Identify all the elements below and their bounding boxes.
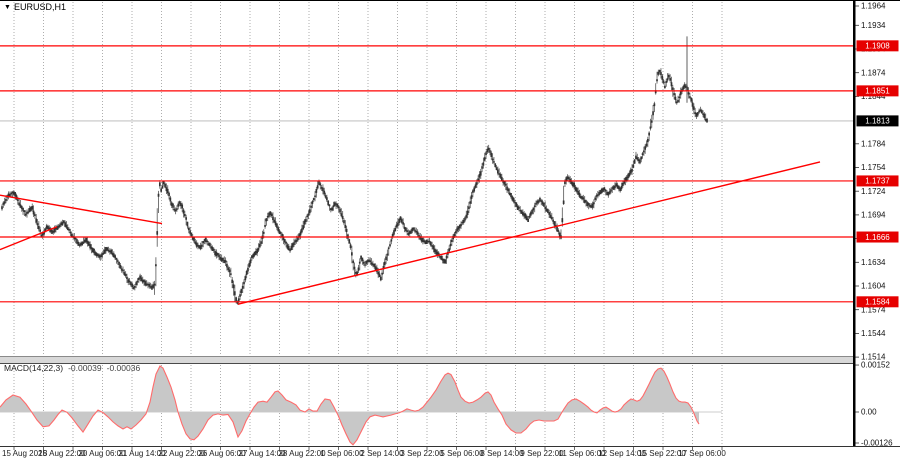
macd-histogram: [0, 366, 699, 445]
symbol-text: EURUSD,H1: [13, 2, 66, 12]
main-panel-bottom-border: [0, 356, 853, 357]
chart-dropdown-icon[interactable]: ▼: [4, 3, 11, 11]
price-tick-label: 1.1574: [861, 305, 886, 314]
macd-tick-label: 0.00152: [861, 361, 890, 370]
time-label: 8 Sep 14:00: [480, 449, 524, 458]
time-label: 1 Sep 06:00: [320, 449, 364, 458]
price-tick-label: 1.1724: [861, 187, 886, 196]
price-tick-label: 1.1874: [861, 68, 886, 77]
short-ascending-trendline[interactable]: [0, 226, 58, 251]
long-ascending-trendline[interactable]: [237, 161, 821, 305]
indicator-signal-value: -0.00036: [106, 363, 141, 373]
price-axis-border: [853, 0, 856, 446]
time-label: 28 Aug 22:00: [278, 449, 326, 458]
time-label: 5 Sep 06:00: [440, 449, 484, 458]
macd-panel-top-border: [0, 363, 853, 364]
panel-divider[interactable]: [0, 357, 853, 363]
time-label: 26 Aug 06:00: [198, 449, 246, 458]
indicator-main-value: -0.00039: [68, 363, 102, 373]
macd-tick-label: -0.00126: [861, 439, 893, 448]
price-tick-label: 1.1634: [861, 258, 886, 267]
candlesticks-wicks: [1, 68, 708, 305]
time-label: 17 Sep 06:00: [678, 449, 726, 458]
time-label: 9 Sep 22:00: [520, 449, 564, 458]
price-level-badge-text: 1.1851: [865, 87, 890, 96]
price-level-badge-text: 1.1908: [865, 42, 890, 51]
price-tick-label: 1.1754: [861, 163, 886, 172]
price-level-badge: [856, 40, 899, 52]
price-level-badge-text: 1.1584: [865, 298, 890, 307]
current-price-badge-text: 1.1813: [865, 117, 890, 126]
price-tick-label: 1.1514: [861, 353, 886, 362]
price-level-badge: [856, 231, 899, 243]
symbol-label: ▼ EURUSD,H1: [4, 2, 66, 12]
time-label: 20 Aug 06:00: [78, 449, 126, 458]
price-tick-label: 1.1934: [861, 21, 886, 30]
price-level-badge: [856, 296, 899, 308]
time-label: 2 Sep 14:00: [360, 449, 404, 458]
candlesticks-bodies: [1, 70, 708, 304]
grid-lines-macd: [13, 365, 723, 445]
current-price-badge: [856, 115, 899, 127]
price-tick-label: 1.1694: [861, 211, 886, 220]
price-level-badge-text: 1.1737: [865, 177, 890, 186]
descending-trendline[interactable]: [0, 194, 163, 225]
time-label: 12 Sep 14:00: [598, 449, 646, 458]
macd-panel-bottom-border: [0, 446, 900, 447]
time-label: 22 Aug 22:00: [158, 449, 206, 458]
time-label: 11 Sep 06:00: [558, 449, 606, 458]
time-label: 15 Sep 22:00: [638, 449, 686, 458]
time-label: 15 Aug 2025: [2, 449, 47, 458]
price-tick-label: 1.1784: [861, 139, 886, 148]
price-level-badge-text: 1.1666: [865, 233, 890, 242]
time-label: 18 Aug 22:00: [38, 449, 86, 458]
time-label: 21 Aug 14:00: [118, 449, 166, 458]
macd-tick-label: 0.00: [861, 408, 877, 417]
window-top-border: [0, 0, 900, 1]
indicator-label: MACD(14,22,3) -0.00039 -0.00036: [4, 363, 140, 373]
price-tick-label: 1.1544: [861, 329, 886, 338]
price-tick-label: 1.1604: [861, 282, 886, 291]
price-tick-label: 1.1844: [861, 92, 886, 101]
indicator-name: MACD(14,22,3): [4, 363, 64, 373]
time-label: 27 Aug 14:00: [238, 449, 286, 458]
price-level-badge: [856, 85, 899, 97]
time-label: 3 Sep 22:00: [400, 449, 444, 458]
price-tick-label: 1.1964: [861, 2, 886, 11]
macd-signal-line: [0, 365, 700, 446]
price-level-badge: [856, 175, 899, 187]
